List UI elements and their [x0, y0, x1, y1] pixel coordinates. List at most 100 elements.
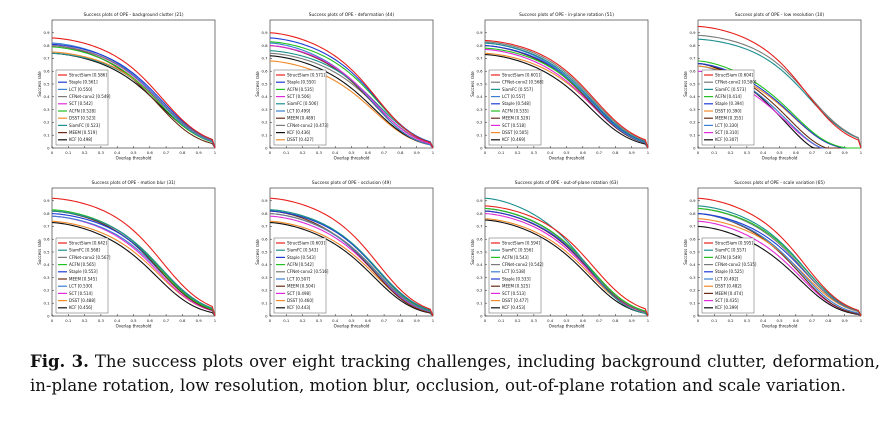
series-line-structsiam — [51, 197, 216, 317]
y-tick-label: 0.1 — [43, 133, 50, 138]
success-plot-3: Success plots of OPE - in-plane rotation… — [470, 12, 650, 161]
y-tick-label: 0.3 — [261, 275, 268, 280]
legend-entry: Staple [0.550] — [287, 80, 316, 85]
series-line-structsiam — [697, 197, 862, 317]
y-axis-label: Success rate — [37, 71, 42, 97]
x-tick-label: 0.2 — [82, 150, 89, 155]
x-tick-label: 0.3 — [744, 150, 751, 155]
legend-entry: StructSiam [0.642] — [69, 240, 107, 245]
legend-entry: MEEM [0.489] — [287, 116, 315, 121]
series-line-siamfc — [269, 209, 434, 317]
y-tick-label: 0.3 — [43, 107, 50, 112]
legend-entry: KCF [0.399] — [715, 305, 739, 310]
x-tick-label: 0.6 — [365, 318, 372, 323]
series-line-acfn — [697, 60, 861, 149]
legend-entry: KCF [0.443] — [287, 305, 311, 310]
series-line-sct — [269, 45, 434, 149]
y-tick-label: 0.6 — [689, 69, 696, 74]
x-tick-label: 0.9 — [842, 150, 849, 155]
series-line-kcf — [484, 219, 649, 317]
plot-title: Success plots of OPE - deformation (44) — [309, 12, 395, 18]
y-tick-label: 0.8 — [689, 43, 696, 48]
legend-entry: LCT [0.499] — [287, 108, 311, 113]
plot-title: Success plots of OPE - occlusion (49) — [312, 180, 392, 186]
y-tick-label: 0.2 — [476, 120, 483, 125]
x-tick-label: 0.3 — [531, 150, 538, 155]
y-tick-label: 0.2 — [689, 288, 696, 293]
legend-entry: Staple [0.543] — [287, 255, 316, 260]
series-line-staple — [697, 62, 861, 149]
y-tick-label: 0.6 — [476, 237, 483, 242]
y-tick-label: 0.1 — [689, 133, 696, 138]
y-tick-label: 0.8 — [43, 211, 50, 216]
x-tick-label: 0 — [51, 150, 54, 155]
caption-label: Fig. 3. — [30, 352, 89, 371]
legend-entry: CFNet-conv2 [0.473] — [287, 123, 329, 128]
series-line-siamfc — [51, 210, 216, 317]
x-tick-label: 0.1 — [65, 150, 72, 155]
y-tick-label: 0.3 — [261, 107, 268, 112]
y-tick-label: 0.5 — [261, 249, 268, 254]
x-tick-label: 0.3 — [316, 318, 323, 323]
series-line-siamfc — [484, 42, 649, 149]
x-tick-label: 0.8 — [612, 150, 619, 155]
series-line-lct — [697, 213, 862, 317]
y-tick-label: 0.8 — [261, 43, 268, 48]
legend-entry: CFNet-conv2 [0.516] — [287, 269, 329, 274]
x-tick-label: 0.8 — [179, 318, 186, 323]
x-tick-label: 0.9 — [629, 150, 636, 155]
x-tick-label: 0.7 — [381, 150, 388, 155]
y-tick-label: 0.3 — [689, 107, 696, 112]
x-tick-label: 0.7 — [163, 150, 170, 155]
x-tick-label: 0.9 — [842, 318, 849, 323]
y-axis-label: Success rate — [37, 239, 42, 265]
x-tick-label: 0.8 — [397, 318, 404, 323]
legend-entry: StructSiam [0.604] — [715, 72, 753, 77]
series-line-structsiam — [484, 205, 649, 317]
x-tick-label: 0.8 — [179, 150, 186, 155]
series-line-siamfc — [484, 197, 649, 317]
y-tick-label: 0.3 — [689, 275, 696, 280]
y-tick-label: 0.5 — [43, 81, 50, 86]
legend-entry: MEEM [0.529] — [502, 116, 530, 121]
success-plot-8: Success plots of OPE - scale variation (… — [683, 180, 863, 329]
x-tick-label: 0.3 — [98, 150, 105, 155]
x-tick-label: 0 — [51, 318, 54, 323]
plot-title: Success plots of OPE - scale variation (… — [734, 180, 825, 186]
legend-entry: LCT [0.507] — [287, 276, 311, 281]
series-line-structsiam — [51, 37, 216, 149]
x-axis-label: Overlap threshold — [116, 324, 152, 329]
x-tick-label: 0.4 — [547, 150, 554, 155]
x-tick-label: 1 — [214, 150, 217, 155]
x-tick-label: 0.2 — [515, 318, 522, 323]
legend-entry: SiamFC [0.506] — [287, 101, 318, 106]
x-tick-label: 0 — [269, 318, 272, 323]
y-tick-label: 0.9 — [261, 30, 268, 35]
legend-entry: LCT [0.550] — [69, 87, 93, 92]
legend-entry: LCT [0.492] — [715, 276, 739, 281]
x-tick-label: 0.5 — [776, 318, 783, 323]
x-tick-label: 1 — [432, 318, 435, 323]
legend-entry: DSST [0.523] — [69, 116, 96, 121]
y-tick-label: 0.4 — [43, 94, 50, 99]
legend-entry: ACFN [0.543] — [502, 255, 529, 260]
x-tick-label: 0.4 — [332, 318, 339, 323]
success-plots-figure: Success plots of OPE - background clutte… — [37, 12, 863, 329]
legend-entry: ACFN [0.414] — [715, 94, 742, 99]
success-plot-4: Success plots of OPE - low resolution (1… — [683, 12, 863, 161]
y-tick-label: 0.5 — [689, 249, 696, 254]
series-line-sct — [269, 215, 434, 317]
x-tick-label: 0.5 — [563, 318, 570, 323]
legend: StructSiam [0.604] CFNet-conv2 [0.580] Sia… — [701, 69, 757, 146]
x-tick-label: 0.5 — [130, 150, 137, 155]
legend-entry: MEEM [0.474] — [715, 291, 743, 296]
legend: StructSiam [0.642] SiamFC [0.568] CFNet-co… — [55, 237, 111, 314]
x-tick-label: 0.3 — [316, 150, 323, 155]
y-tick-label: 0 — [265, 313, 268, 318]
y-tick-label: 0.5 — [43, 249, 50, 254]
y-tick-label: 0.1 — [261, 301, 268, 306]
legend-entry: Staple [0.561] — [69, 80, 98, 85]
y-axis-label: Success rate — [683, 239, 688, 265]
y-tick-label: 0.1 — [43, 301, 50, 306]
legend-entry: SiamFC [0.523] — [69, 123, 100, 128]
